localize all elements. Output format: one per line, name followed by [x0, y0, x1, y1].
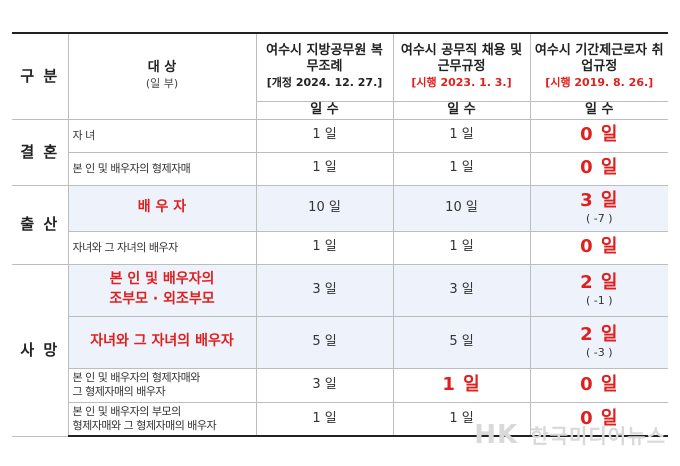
row-target-line2: 그 형제자매의 배우자 — [72, 385, 166, 398]
row-col3-days: 0 일 — [529, 118, 668, 153]
row-col3-days: 0 일 — [529, 230, 668, 265]
row-target-line1: 본 인 및 배우자의 — [109, 271, 215, 288]
row-col3-days: 0 일 — [529, 151, 668, 186]
row-col2-days: 1 일 — [392, 230, 531, 265]
row-col1-days: 5 일 — [255, 315, 394, 369]
row-col1-days: 1 일 — [255, 230, 394, 265]
row-col3-value: 2 일 — [580, 271, 619, 293]
col1-history: [개정 2024. 12. 27.] — [266, 76, 383, 90]
leave-comparison-table: 구 분 대 상 (일 부) 여수시 지방공무원 복무조례 [개정 2024. 1… — [12, 32, 668, 437]
col3-days-header: 일 수 — [529, 100, 668, 120]
table-row: 결 혼 자 녀 1 일 1 일 0 일 — [12, 118, 668, 186]
col1-name: 여수시 지방공무원 복무조례 — [266, 42, 383, 75]
row-col3-days: 0 일 — [529, 367, 668, 403]
col3-name: 여수시 기간제근로자 취업규정 — [534, 42, 664, 75]
row-col3-value: 2 일 — [580, 323, 619, 345]
row-target: 본 인 및 배우자의 조부모 · 외조부모 — [67, 263, 257, 317]
row-col1-days: 10 일 — [255, 184, 394, 232]
row-target: 자 녀 — [67, 118, 257, 153]
table-row: 본 인 및 배우자의 형제자매와 그 형제자매의 배우자 3 일 1 일 0 일 — [12, 367, 668, 403]
row-col1-days: 1 일 — [255, 151, 394, 186]
row-target-line2: 형제자매와 그 형제자매의 배우자 — [72, 418, 217, 432]
group-marriage: 결 혼 — [12, 118, 69, 186]
row-col2-days: 5 일 — [392, 315, 531, 369]
row-col3-diff: ( -1 ) — [585, 294, 613, 308]
watermark: HK 한국미디어뉴스 — [474, 420, 666, 450]
row-target-line2: 조부모 · 외조부모 — [109, 291, 215, 307]
row-target-line1: 본 인 및 배우자의 형제자매와 — [72, 371, 201, 385]
row-col1-days: 1 일 — [255, 401, 394, 437]
row-target: 자녀와 그 자녀의 배우자 — [68, 230, 257, 265]
row-target: 본 인 및 배우자의 형제자매 — [68, 151, 257, 186]
target-header-unit: (일 부) — [145, 77, 179, 91]
row-col3-days: 2 일 ( -1 ) — [529, 263, 668, 317]
row-target: 배 우 자 — [67, 184, 257, 232]
table-row: 본 인 및 배우자의 형제자매 1 일 1 일 0 일 — [12, 151, 668, 186]
table-row: 사 망 본 인 및 배우자의 조부모 · 외조부모 3 일 3 일 2 일 ( … — [12, 263, 668, 437]
col2-history: [시행 2023. 1. 3.] — [411, 76, 512, 90]
row-target: 자녀와 그 자녀의 배우자 — [68, 315, 257, 369]
row-target-line1: 본 인 및 배우자의 부모의 — [72, 405, 182, 418]
category-header: 구 분 — [12, 32, 69, 120]
col1-header: 여수시 지방공무원 복무조례 [개정 2024. 12. 27.] — [255, 32, 394, 102]
row-col3-days: 0 일 — [529, 401, 668, 437]
row-col1-days: 1 일 — [255, 118, 394, 153]
table-row: 본 인 및 배우자의 부모의 형제자매와 그 형제자매의 배우자 1 일 1 일… — [12, 401, 668, 437]
row-col1-days: 3 일 — [255, 263, 394, 317]
target-header-label: 대 상 — [147, 60, 177, 75]
col3-header: 여수시 기간제근로자 취업규정 [시행 2019. 8. 26.] — [529, 32, 668, 102]
col2-name: 여수시 공무직 채용 및 근무규정 — [400, 42, 523, 75]
row-target: 본 인 및 배우자의 형제자매와 그 형제자매의 배우자 — [68, 367, 257, 403]
group-birth: 출 산 — [12, 184, 69, 265]
row-col3-diff: ( -3 ) — [585, 346, 613, 360]
table-row: 자녀와 그 자녀의 배우자 1 일 1 일 0 일 — [12, 230, 668, 265]
row-col2-days: 1 일 — [392, 367, 531, 403]
target-header: 대 상 (일 부) — [67, 32, 257, 120]
watermark-logo: HK — [474, 420, 519, 450]
table-row: 자녀와 그 자녀의 배우자 5 일 5 일 2 일 ( -3 ) — [12, 315, 668, 369]
group-death: 사 망 — [12, 263, 69, 437]
row-col3-days: 3 일 ( -7 ) — [529, 184, 668, 232]
row-col3-diff: ( -7 ) — [585, 212, 613, 226]
row-col3-value: 3 일 — [580, 189, 619, 211]
table-row: 출 산 배 우 자 10 일 10 일 3 일 ( -7 ) — [12, 184, 668, 265]
watermark-text: 한국미디어뉴스 — [530, 424, 666, 448]
col2-header: 여수시 공무직 채용 및 근무규정 [시행 2023. 1. 3.] — [392, 32, 531, 102]
row-target: 본 인 및 배우자의 부모의 형제자매와 그 형제자매의 배우자 — [68, 401, 257, 437]
row-col2-days: 10 일 — [392, 184, 531, 232]
row-col2-days: 1 일 — [392, 151, 531, 186]
row-col2-days: 1 일 — [392, 118, 531, 153]
row-col2-days: 3 일 — [392, 263, 531, 317]
row-col3-days: 2 일 ( -3 ) — [529, 315, 668, 369]
col2-days-header: 일 수 — [392, 100, 531, 120]
col3-history: [시행 2019. 8. 26.] — [545, 76, 654, 90]
row-col1-days: 3 일 — [255, 367, 394, 403]
col1-days-header: 일 수 — [256, 100, 394, 120]
